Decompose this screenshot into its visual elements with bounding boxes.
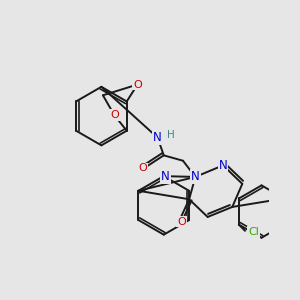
Text: O: O — [110, 110, 119, 120]
Text: N: N — [153, 131, 162, 144]
Text: N: N — [161, 169, 170, 183]
Text: O: O — [139, 164, 147, 173]
Text: N: N — [191, 170, 200, 183]
Text: Cl: Cl — [248, 227, 259, 237]
Text: O: O — [133, 80, 142, 89]
Text: H: H — [167, 130, 175, 140]
Text: N: N — [219, 159, 227, 172]
Text: O: O — [177, 217, 186, 226]
